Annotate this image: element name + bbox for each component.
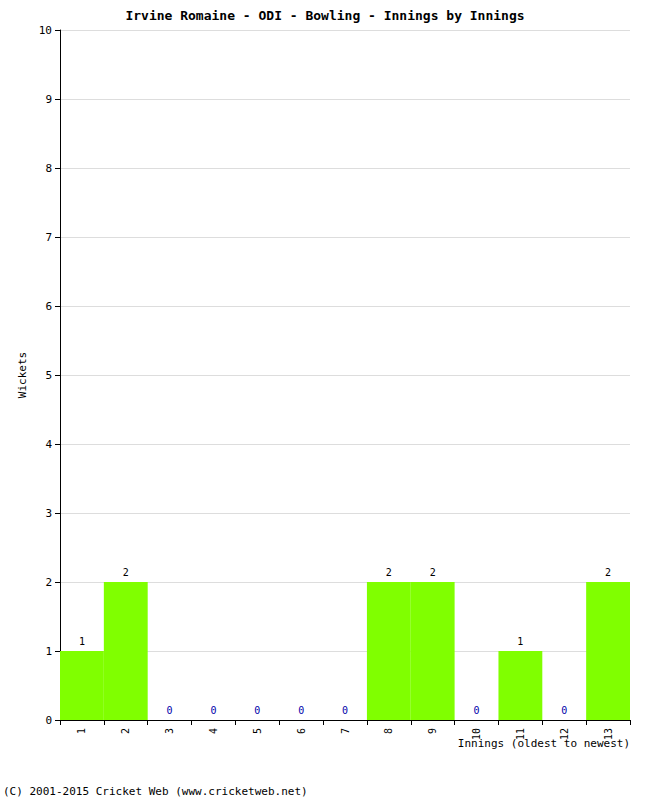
svg-text:0: 0 — [342, 705, 348, 716]
svg-text:12: 12 — [559, 728, 570, 740]
svg-text:4: 4 — [208, 728, 219, 734]
svg-text:0: 0 — [561, 705, 567, 716]
svg-text:10: 10 — [39, 24, 52, 37]
svg-text:8: 8 — [45, 162, 52, 175]
svg-text:1: 1 — [517, 636, 523, 647]
svg-text:3: 3 — [45, 507, 52, 520]
svg-text:1: 1 — [45, 645, 52, 658]
svg-text:8: 8 — [383, 728, 394, 734]
svg-text:5: 5 — [45, 369, 52, 382]
svg-text:0: 0 — [167, 705, 173, 716]
svg-text:Innings (oldest to newest): Innings (oldest to newest) — [457, 737, 630, 750]
svg-text:Irvine Romaine - ODI - Bowling: Irvine Romaine - ODI - Bowling - Innings… — [125, 8, 524, 23]
svg-text:0: 0 — [45, 714, 52, 727]
svg-text:3: 3 — [164, 728, 175, 734]
svg-text:0: 0 — [254, 705, 260, 716]
svg-text:1: 1 — [76, 728, 87, 734]
svg-text:0: 0 — [298, 705, 304, 716]
svg-text:2: 2 — [123, 567, 129, 578]
svg-text:1: 1 — [79, 636, 85, 647]
svg-text:10: 10 — [471, 728, 482, 740]
svg-text:6: 6 — [45, 300, 52, 313]
svg-text:2: 2 — [605, 567, 611, 578]
svg-text:7: 7 — [340, 728, 351, 734]
svg-text:0: 0 — [474, 705, 480, 716]
svg-text:0: 0 — [210, 705, 216, 716]
svg-text:2: 2 — [430, 567, 436, 578]
svg-text:9: 9 — [45, 93, 52, 106]
svg-text:2: 2 — [120, 728, 131, 734]
svg-text:4: 4 — [45, 438, 52, 451]
svg-text:5: 5 — [252, 728, 263, 734]
svg-text:Wickets: Wickets — [16, 352, 29, 398]
svg-text:(C) 2001-2015 Cricket Web (www: (C) 2001-2015 Cricket Web (www.cricketwe… — [3, 785, 308, 798]
svg-text:13: 13 — [603, 728, 614, 740]
svg-text:9: 9 — [427, 728, 438, 734]
svg-text:7: 7 — [45, 231, 52, 244]
svg-text:11: 11 — [515, 728, 526, 740]
svg-text:6: 6 — [296, 728, 307, 734]
svg-text:2: 2 — [45, 576, 52, 589]
svg-text:2: 2 — [386, 567, 392, 578]
